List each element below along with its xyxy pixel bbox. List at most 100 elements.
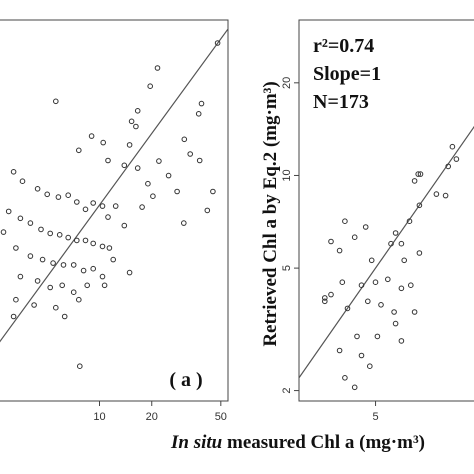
y-tick-label: 10	[281, 169, 293, 181]
x-axis-title-italic: In situ	[170, 432, 222, 453]
data-point	[121, 162, 128, 169]
data-point	[445, 163, 452, 170]
fit-line	[0, 27, 228, 343]
data-point	[10, 313, 17, 320]
data-point	[27, 253, 34, 259]
data-point	[411, 309, 418, 315]
data-point	[354, 333, 360, 340]
panel-a-points	[0, 40, 221, 370]
data-point	[398, 240, 405, 247]
data-point	[88, 133, 95, 139]
data-point	[47, 230, 54, 237]
data-point	[417, 171, 424, 177]
data-point	[50, 260, 56, 266]
data-point	[378, 302, 384, 308]
data-point	[368, 257, 375, 264]
data-point	[351, 384, 358, 391]
data-point	[342, 218, 348, 224]
data-point	[214, 40, 221, 46]
data-point	[156, 158, 162, 164]
y-tick-label: 2	[281, 388, 293, 394]
data-point	[27, 220, 34, 226]
panel-a-label: ( a )	[169, 369, 202, 391]
data-point	[105, 157, 111, 164]
data-point	[110, 256, 116, 263]
data-point	[322, 295, 328, 301]
data-point	[433, 191, 440, 197]
data-point	[453, 156, 460, 162]
data-point	[415, 171, 422, 177]
fit-line	[299, 125, 474, 379]
data-point	[336, 347, 343, 354]
data-point	[99, 273, 106, 280]
data-point	[65, 192, 71, 198]
data-point	[99, 203, 106, 209]
data-point	[336, 247, 343, 254]
y-tick-label: 5	[281, 265, 293, 271]
data-point	[210, 188, 216, 195]
data-point	[385, 276, 391, 283]
data-point	[82, 206, 89, 213]
data-point	[196, 157, 203, 164]
data-point	[391, 309, 397, 315]
data-point	[105, 214, 111, 220]
data-point	[74, 237, 80, 244]
data-point	[134, 108, 141, 114]
x-tick-label: 10	[93, 411, 105, 423]
data-point	[74, 199, 80, 205]
data-point	[34, 186, 41, 192]
data-point	[70, 289, 77, 296]
x-axis-title-rest: measured Chl a (mg·m³)	[222, 432, 425, 453]
panel-a-x-ticks: 10 20 50	[93, 401, 227, 423]
data-point	[147, 83, 153, 89]
data-point	[5, 208, 12, 215]
data-point	[84, 282, 90, 289]
data-point	[128, 118, 135, 125]
data-point	[416, 250, 423, 256]
data-point	[39, 256, 46, 263]
x-tick-label: 20	[146, 411, 158, 423]
panel-b-points	[322, 143, 460, 391]
data-point	[90, 200, 96, 206]
stats-n: N=173	[313, 91, 369, 113]
data-point	[181, 220, 187, 226]
data-point	[76, 147, 82, 154]
data-point	[53, 304, 59, 311]
data-point	[56, 232, 63, 238]
data-point	[65, 234, 71, 241]
data-point	[358, 282, 365, 289]
data-point	[449, 143, 456, 150]
data-point	[112, 203, 119, 209]
stats-slope: Slope=1	[313, 63, 381, 85]
data-point	[76, 296, 82, 303]
data-point	[99, 243, 106, 250]
data-point	[80, 267, 87, 274]
data-point	[59, 282, 66, 289]
data-point	[358, 352, 365, 359]
data-point	[17, 273, 24, 280]
data-point	[121, 222, 128, 229]
data-point	[101, 282, 108, 289]
data-point	[392, 320, 399, 327]
data-point	[13, 245, 19, 251]
data-point	[150, 193, 156, 199]
data-point	[90, 265, 96, 272]
data-point	[13, 296, 19, 303]
data-point	[126, 142, 133, 148]
data-point	[126, 269, 133, 276]
data-point	[392, 230, 399, 236]
data-point	[106, 245, 113, 251]
x-axis-title: In situ measured Chl a (mg·m³)	[170, 432, 425, 453]
data-point	[181, 136, 188, 143]
data-point	[145, 180, 151, 187]
data-point	[61, 313, 68, 320]
panel-b-fit-line-group	[299, 125, 474, 379]
data-point	[328, 291, 334, 298]
data-point	[362, 224, 369, 230]
data-point	[53, 98, 59, 105]
stats-r-squared: r²=0.74	[313, 35, 374, 57]
panel-b-y-axis-title: Retrieved Chl a by Eq.2 (mg·m³)	[260, 81, 281, 346]
data-point	[372, 279, 379, 286]
x-tick-label: 50	[215, 411, 227, 423]
